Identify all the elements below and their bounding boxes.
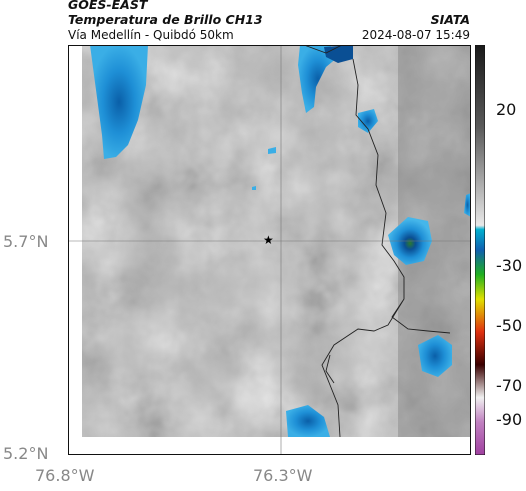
- cold-cloud-east: [418, 335, 452, 377]
- title-line2: Temperatura de Brillo CH13: [68, 12, 263, 27]
- colorbar-tick-20: 20: [496, 100, 517, 119]
- organization-label: SIATA: [430, 12, 470, 27]
- satellite-map[interactable]: ★: [68, 45, 471, 455]
- colorbar-tick-minus50: -50: [496, 316, 523, 335]
- title-line1: GOES-EAST: [68, 0, 148, 12]
- cold-cloud-west: [90, 45, 148, 159]
- y-tick-5.2: 5.2°N: [3, 444, 49, 463]
- colorbar-tick-minus70: -70: [496, 376, 523, 395]
- colorbar: [474, 44, 486, 456]
- subtitle: Vía Medellín - Quibdó 50km: [68, 28, 234, 42]
- x-tick-76.3: 76.3°W: [253, 466, 313, 485]
- y-tick-5.7: 5.7°N: [3, 232, 49, 251]
- cold-cloud-north-core: [324, 45, 353, 63]
- star-marker: ★: [263, 233, 274, 247]
- map-image: ★: [68, 45, 471, 455]
- colorbar-tick-minus30: -30: [496, 256, 523, 275]
- cold-cloud-north: [298, 45, 338, 113]
- cold-cloud-south: [286, 405, 330, 437]
- colorbar-tick-minus90: -90: [496, 410, 523, 429]
- datetime-label: 2024-08-07 15:49: [361, 28, 470, 42]
- border-line: [303, 45, 451, 438]
- cold-cloud-ne: [358, 109, 378, 133]
- x-tick-76.8: 76.8°W: [35, 466, 95, 485]
